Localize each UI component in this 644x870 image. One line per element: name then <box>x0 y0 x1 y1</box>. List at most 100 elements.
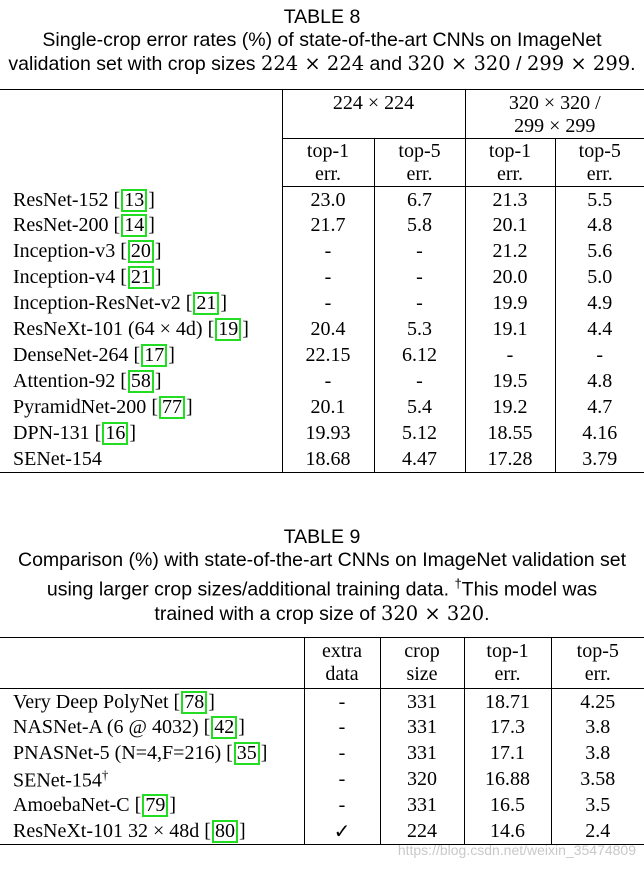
row-model-name: Inception-v3 [20] <box>0 238 283 265</box>
row-value: 2.4 <box>551 818 644 845</box>
row-value: 5.4 <box>374 394 466 421</box>
table-row: Inception-v4 [21] - -20.0 5.0 <box>0 264 644 291</box>
row-value: 19.93 <box>282 420 375 447</box>
row-value: 20.0 <box>465 264 556 291</box>
row-value: 20.4 <box>282 316 375 343</box>
row-value: 6.12 <box>374 342 466 369</box>
row-value: - <box>304 740 381 767</box>
table8-body: ResNet-152 [13] 23.0 6.7 21.3 5.5 ResNet-200 … <box>0 186 644 473</box>
row-value: 5.8 <box>374 212 466 239</box>
row-value: 331 <box>380 688 465 715</box>
table8-caption-line1: Single-crop error rates (%) of state-of-… <box>42 29 602 51</box>
row-value: 18.68 <box>282 446 375 473</box>
table8-group-320: 320 × 320 /299 × 299 <box>465 89 644 139</box>
row-value: - <box>304 688 381 715</box>
table-row: SENet-154† -320 16.88 3.58 <box>0 766 644 793</box>
table8-corner <box>0 89 283 187</box>
dagger-mark: † <box>101 766 109 782</box>
row-model-name: AmoebaNet-C [79] <box>0 792 305 819</box>
row-value: 3.8 <box>585 716 611 738</box>
citation-link[interactable]: 20 <box>127 240 154 263</box>
row-value: 20.1 <box>465 212 556 239</box>
row-value: 17.28 <box>465 446 556 473</box>
table-row: DenseNet-264 [17] 22.15 6.12- - <box>0 342 644 369</box>
row-model-name: ResNet-152 [13] <box>0 186 283 213</box>
citation-link[interactable]: 13 <box>121 189 148 212</box>
table-row: Inception-v3 [20] - -21.2 5.6 <box>0 238 644 265</box>
row-value: 21.2 <box>465 238 556 265</box>
citation-link[interactable]: 17 <box>141 344 168 367</box>
row-value: 19.2 <box>465 394 556 421</box>
row-model-name: Attention-92 [58] <box>0 368 283 395</box>
table8-caption-line2: validation set with crop sizes 224 × 224… <box>8 52 636 75</box>
row-value: ✓ <box>304 818 381 845</box>
table8: 224 × 224 320 × 320 /299 × 299 top-1 err.… <box>0 89 644 473</box>
row-value: - <box>374 368 466 395</box>
table9-caption-line1: Comparison (%) with state-of-the-art CNN… <box>18 549 626 571</box>
row-value: 17.1 <box>464 740 552 767</box>
citation-link[interactable]: 58 <box>127 370 154 393</box>
row-value: 4.9 <box>587 292 613 314</box>
citation-link[interactable]: 14 <box>121 214 148 237</box>
citation-link[interactable]: 79 <box>142 794 169 817</box>
row-value: 5.12 <box>374 420 466 447</box>
table9-label: TABLE 9 <box>283 526 361 548</box>
row-value: - <box>282 238 375 265</box>
table-row: PNASNet-5 (N=4,F=216) [35] -331 17.1 3.8 <box>0 740 644 767</box>
table9-col-crop: crop size <box>380 637 465 689</box>
row-value: - <box>282 368 375 395</box>
row-value: 5.6 <box>587 240 613 262</box>
row-value: 16.88 <box>464 766 552 793</box>
table-row: Very Deep PolyNet [78] -331 18.71 4.25 <box>0 688 644 715</box>
row-value: - <box>304 766 381 793</box>
table9-col-top5: top-5 err. <box>551 637 644 689</box>
row-value: 18.71 <box>464 688 552 715</box>
citation-link[interactable]: 19 <box>215 318 242 341</box>
table8-caption: TABLE 8 Single-crop error rates (%) of s… <box>0 6 644 76</box>
row-model-name: Very Deep PolyNet [78] <box>0 688 305 715</box>
row-value: - <box>282 264 375 291</box>
watermark: https://blog.csdn.net/weixin_35474809 <box>397 842 636 858</box>
row-value: - <box>465 342 556 369</box>
row-value: 19.9 <box>465 290 556 317</box>
citation-link[interactable]: 21 <box>193 292 220 315</box>
row-value: 331 <box>380 714 465 741</box>
table-row: Attention-92 [58] - -19.5 4.8 <box>0 368 644 395</box>
row-model-name: ResNeXt-101 32 × 48d [80] <box>0 818 305 845</box>
table-row: Inception-ResNet-v2 [21] - -19.9 4.9 <box>0 290 644 317</box>
row-value: 320 <box>380 766 465 793</box>
row-value: 4.47 <box>374 446 466 473</box>
row-value: 4.7 <box>587 396 613 418</box>
table9-caption-line3: trained with a crop size of 320 × 320. <box>154 601 490 625</box>
row-value: 3.58 <box>580 768 616 790</box>
row-value: 4.16 <box>582 422 618 444</box>
citation-link[interactable]: 16 <box>102 422 129 445</box>
row-value: 6.7 <box>374 186 466 213</box>
table8-col-top5-a: top-5 err. <box>374 138 466 187</box>
row-value: - <box>304 714 381 741</box>
table9-caption: TABLE 9 Comparison (%) with state-of-the… <box>0 526 644 626</box>
row-model-name: Inception-v4 [21] <box>0 264 283 291</box>
citation-link[interactable]: 77 <box>158 396 185 419</box>
row-value: - <box>374 264 466 291</box>
row-value: 18.55 <box>465 420 556 447</box>
row-value: 5.3 <box>374 316 466 343</box>
row-model-name: PyramidNet-200 [77] <box>0 394 283 421</box>
row-model-name: ResNet-200 [14] <box>0 212 283 239</box>
row-value: 4.8 <box>587 370 613 392</box>
row-value: 4.25 <box>580 691 616 714</box>
citation-link[interactable]: 21 <box>127 266 154 289</box>
row-value: 3.5 <box>585 794 611 816</box>
row-value: 16.5 <box>464 792 552 819</box>
citation-link[interactable]: 35 <box>233 742 260 765</box>
table8-label: TABLE 8 <box>283 6 361 28</box>
table8-col-top5-b: top-5 err. <box>555 138 644 187</box>
table-row: ResNeXt-101 (64 × 4d) [19] 20.4 5.3 19.1 4.4 <box>0 316 644 343</box>
row-value: 3.79 <box>555 446 644 473</box>
citation-link[interactable]: 80 <box>211 819 238 843</box>
citation-link[interactable]: 78 <box>181 691 208 715</box>
citation-link[interactable]: 42 <box>211 716 238 739</box>
row-value: 21.3 <box>465 186 556 213</box>
row-value: 4.4 <box>587 318 613 340</box>
row-value: - <box>374 238 466 265</box>
